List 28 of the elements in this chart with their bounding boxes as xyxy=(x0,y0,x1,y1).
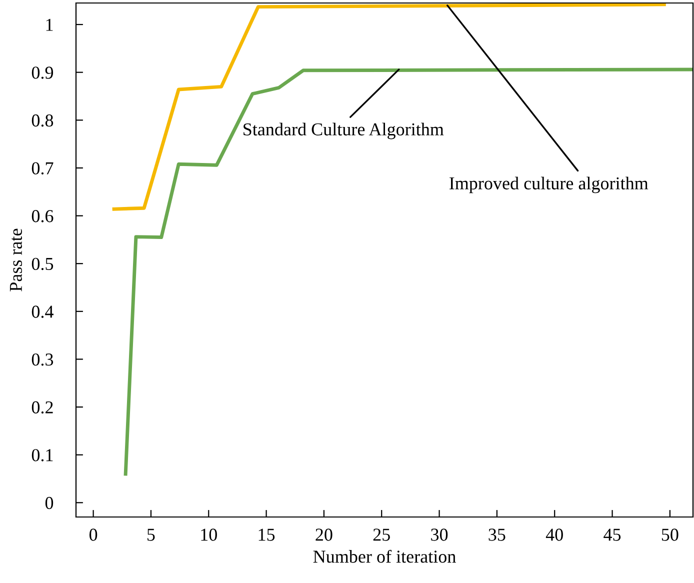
y-tick-label: 0.5 xyxy=(32,258,54,270)
y-tick-label: 0.8 xyxy=(32,114,54,127)
annotation: Standard Culture Algorithm xyxy=(244,122,444,140)
annotation: Improved culture algorithm xyxy=(449,176,648,194)
x-tick-label: 50 xyxy=(662,528,678,541)
x-tick-label: 40 xyxy=(546,528,563,541)
y-tick-label: 0.7 xyxy=(32,162,54,174)
y-tick-label: 0.2 xyxy=(32,401,53,414)
x-tick-label: 5 xyxy=(148,528,155,541)
x-tick-label: 35 xyxy=(488,528,506,541)
x-tick-label: 20 xyxy=(316,528,332,541)
y-tick-label: 0 xyxy=(45,496,54,510)
x-tick-label: 0 xyxy=(89,528,98,541)
x-tick-label: 45 xyxy=(604,528,621,541)
y-tick-label: 0.6 xyxy=(32,210,54,222)
y-tick-label: 1 xyxy=(46,18,53,31)
y-tick-label: 0.9 xyxy=(32,66,54,79)
line-series xyxy=(112,3,666,211)
x-tick-label: 25 xyxy=(373,528,390,541)
y-axis-title: Pass rate xyxy=(10,228,22,292)
y-tick-label: 0.4 xyxy=(32,306,54,318)
x-axis-title: Number of iteration xyxy=(313,550,456,563)
x-tick-label: 15 xyxy=(258,528,275,541)
x-tick-label: 10 xyxy=(201,528,217,541)
y-tick-label: 0.1 xyxy=(32,449,53,462)
x-tick-label: 30 xyxy=(431,528,448,541)
line-series xyxy=(124,68,693,476)
y-tick-label: 0.3 xyxy=(32,353,54,366)
